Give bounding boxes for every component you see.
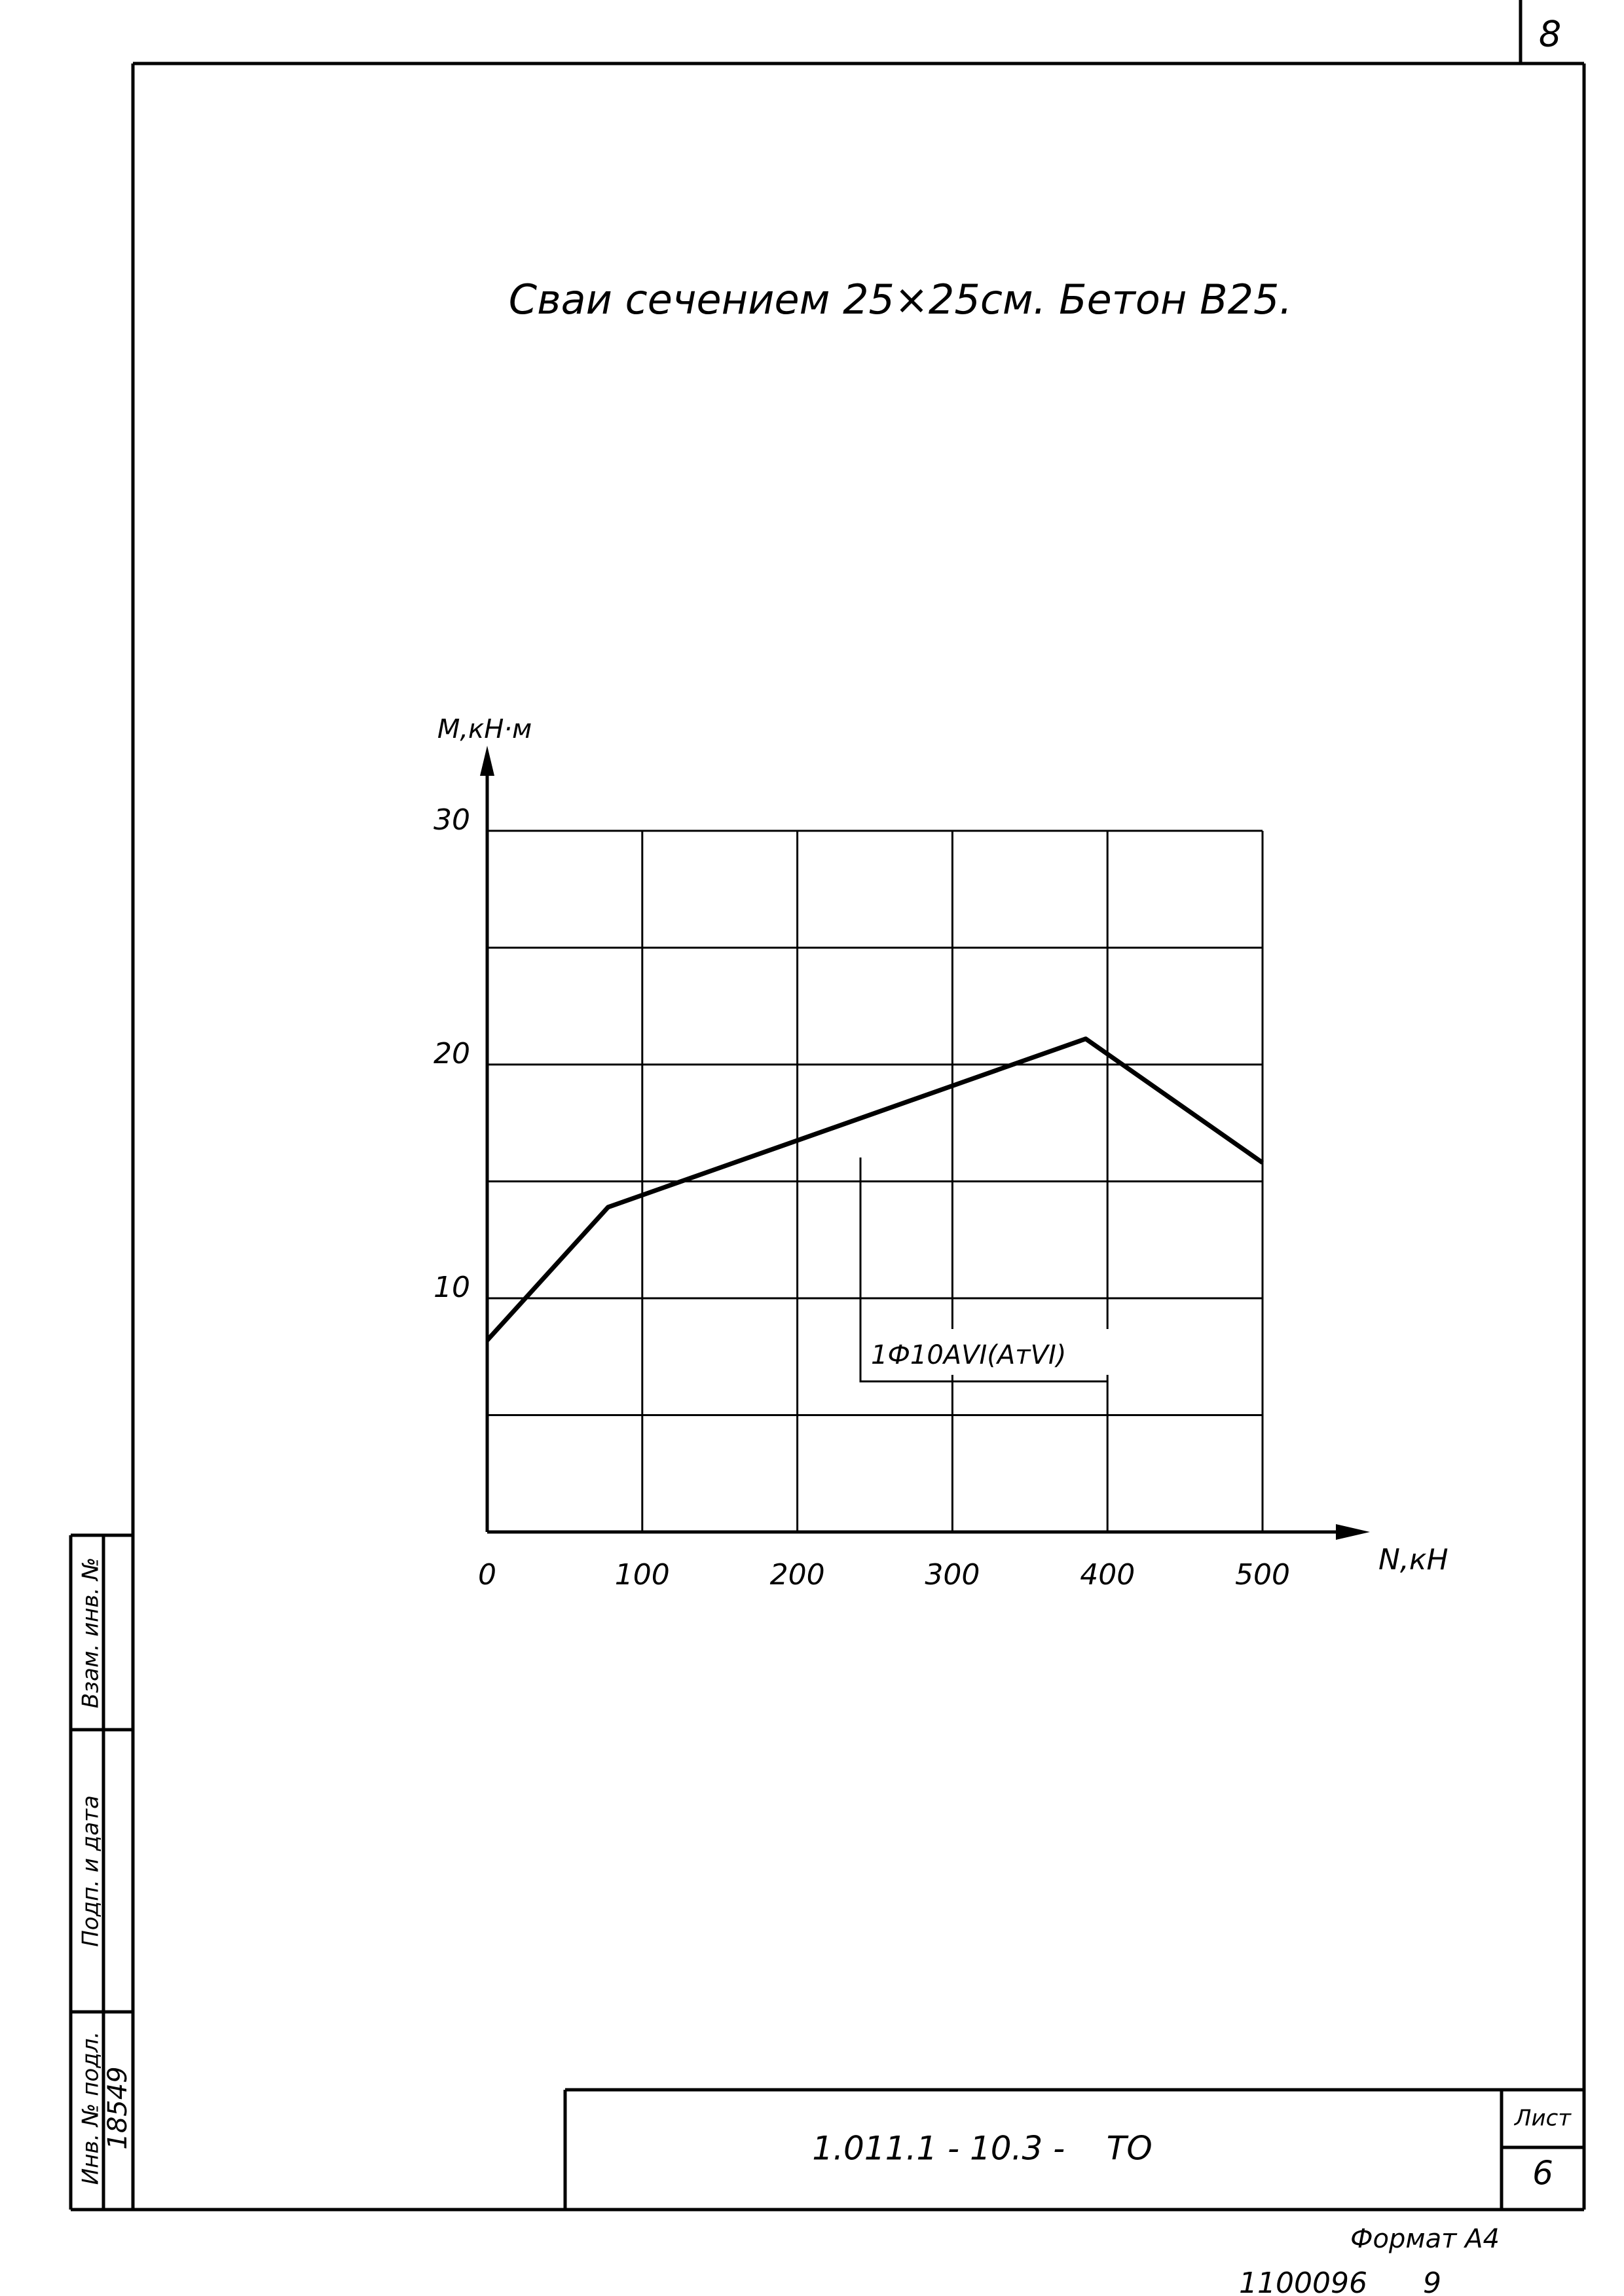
x-tick-label: 100 bbox=[615, 1558, 670, 1592]
sheet-label: Лист bbox=[1513, 2105, 1572, 2132]
stamp-label: Подп. и дата bbox=[78, 1795, 104, 1947]
annotation: 1Ф10АVI(АтVI) bbox=[871, 1340, 1066, 1370]
x-tick-label: 0 bbox=[478, 1558, 496, 1592]
archive-number: 1100096 bbox=[1239, 2267, 1367, 2296]
y-tick-label: 30 bbox=[434, 803, 470, 837]
x-tick-label: 500 bbox=[1235, 1558, 1290, 1592]
y-axis-label: M,кН·м bbox=[437, 714, 532, 744]
sheet-number: 6 bbox=[1532, 2155, 1553, 2193]
x-axis-arrow bbox=[1336, 1524, 1370, 1540]
x-tick-label: 200 bbox=[770, 1558, 825, 1592]
data-line bbox=[485, 1036, 1264, 1342]
y-tick-label: 20 bbox=[434, 1037, 470, 1070]
archive-sheet: 9 bbox=[1423, 2267, 1441, 2296]
annotation-leader bbox=[859, 1157, 1107, 1383]
document-code: 1.011.1 - 10.3 - ТО bbox=[812, 2130, 1152, 2168]
y-tick-label: 10 bbox=[434, 1271, 470, 1304]
x-tick-label: 400 bbox=[1080, 1558, 1135, 1592]
stamp-label: Взам. инв. № bbox=[78, 1558, 104, 1709]
x-axis-label: N,кН bbox=[1378, 1543, 1449, 1576]
chart-title: Сваи сечением 25×25см. Бетон В25. bbox=[509, 276, 1292, 323]
annotation-background bbox=[864, 1329, 1113, 1375]
stamp-label: Инв. № подл. bbox=[78, 2032, 104, 2185]
y-axis-arrow bbox=[480, 746, 494, 776]
frame bbox=[69, 0, 1586, 2212]
x-tick-label: 300 bbox=[925, 1558, 980, 1592]
format: Формат А4 bbox=[1350, 2224, 1500, 2254]
page-number: 8 bbox=[1539, 14, 1561, 55]
inv-number: 18549 bbox=[103, 2066, 133, 2149]
